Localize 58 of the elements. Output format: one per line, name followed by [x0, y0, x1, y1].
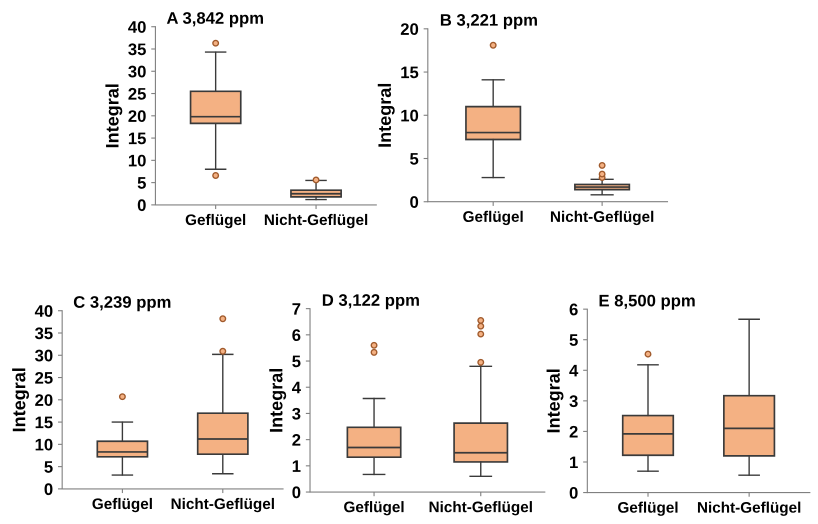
- y-tick-label: 40: [128, 21, 146, 33]
- chart-title: D 3,122 ppm: [322, 294, 419, 310]
- y-tick-label: 0: [138, 199, 146, 212]
- x-tick-label: Nicht-Geflügel: [698, 502, 800, 516]
- y-tick-label: 3: [292, 408, 300, 420]
- y-tick-label: 0: [410, 196, 418, 208]
- y-axis-title: Integral: [546, 370, 564, 432]
- y-tick-label: 10: [401, 110, 418, 122]
- y-tick-label: 15: [401, 66, 418, 78]
- y-tick-label: 1: [570, 456, 578, 468]
- y-tick-label: 15: [128, 132, 146, 144]
- y-tick-label: 20: [128, 110, 146, 122]
- y-tick-label: 10: [36, 438, 52, 451]
- chart-title: E 8,500 ppm: [600, 294, 695, 310]
- y-tick-label: 35: [34, 327, 53, 340]
- y-tick-label: 0: [292, 486, 300, 498]
- y-tick-label: 5: [410, 153, 418, 165]
- chart-title: B 3,221 ppm: [440, 14, 537, 30]
- y-tick-label: 30: [34, 350, 52, 362]
- y-tick-label: 25: [35, 372, 53, 384]
- x-tick-label: Nicht-Geflügel: [430, 501, 532, 516]
- y-tick-label: 4: [569, 364, 578, 376]
- y-tick-label: 2: [292, 434, 300, 446]
- y-axis-title: Integral: [269, 369, 286, 432]
- y-tick-label: 35: [128, 43, 146, 56]
- x-tick-label: Nicht-Geflügel: [172, 498, 274, 512]
- y-tick-label: 15: [36, 416, 53, 428]
- chart-title: A 3,842 ppm: [166, 12, 263, 28]
- y-tick-label: 10: [128, 154, 146, 167]
- y-tick-label: 1: [292, 460, 301, 472]
- x-tick-label: Geflügel: [344, 501, 404, 516]
- y-tick-label: 7: [292, 303, 300, 315]
- y-tick-label: 40: [34, 305, 52, 317]
- y-axis-title: Integral: [12, 368, 30, 432]
- y-tick-label: 5: [292, 356, 301, 368]
- y-tick-label: 30: [128, 66, 146, 78]
- y-tick-label: 5: [570, 334, 578, 346]
- y-tick-label: 4: [292, 382, 301, 394]
- x-tick-label: Geflügel: [618, 502, 678, 516]
- y-tick-label: 0: [44, 483, 52, 496]
- y-axis-title: Integral: [105, 84, 122, 148]
- y-tick-label: 5: [44, 461, 53, 473]
- y-tick-label: 20: [35, 394, 52, 406]
- y-tick-label: 3: [569, 395, 578, 408]
- y-tick-label: 5: [138, 177, 146, 189]
- x-tick-label: Geflügel: [92, 498, 152, 512]
- x-tick-label: Geflügel: [186, 214, 246, 228]
- chart-title: C 3,239 ppm: [74, 296, 170, 312]
- y-axis-title: Integral: [378, 84, 395, 147]
- x-tick-label: Nicht-Geflügel: [550, 210, 654, 226]
- x-tick-label: Geflügel: [463, 210, 523, 226]
- y-tick-label: 20: [400, 23, 418, 36]
- y-tick-label: 25: [128, 88, 146, 100]
- y-tick-label: 6: [292, 329, 300, 342]
- y-tick-label: 2: [570, 426, 578, 438]
- y-tick-label: 6: [570, 304, 578, 316]
- x-tick-label: Nicht-Geflügel: [264, 214, 368, 228]
- y-tick-label: 0: [570, 486, 578, 499]
